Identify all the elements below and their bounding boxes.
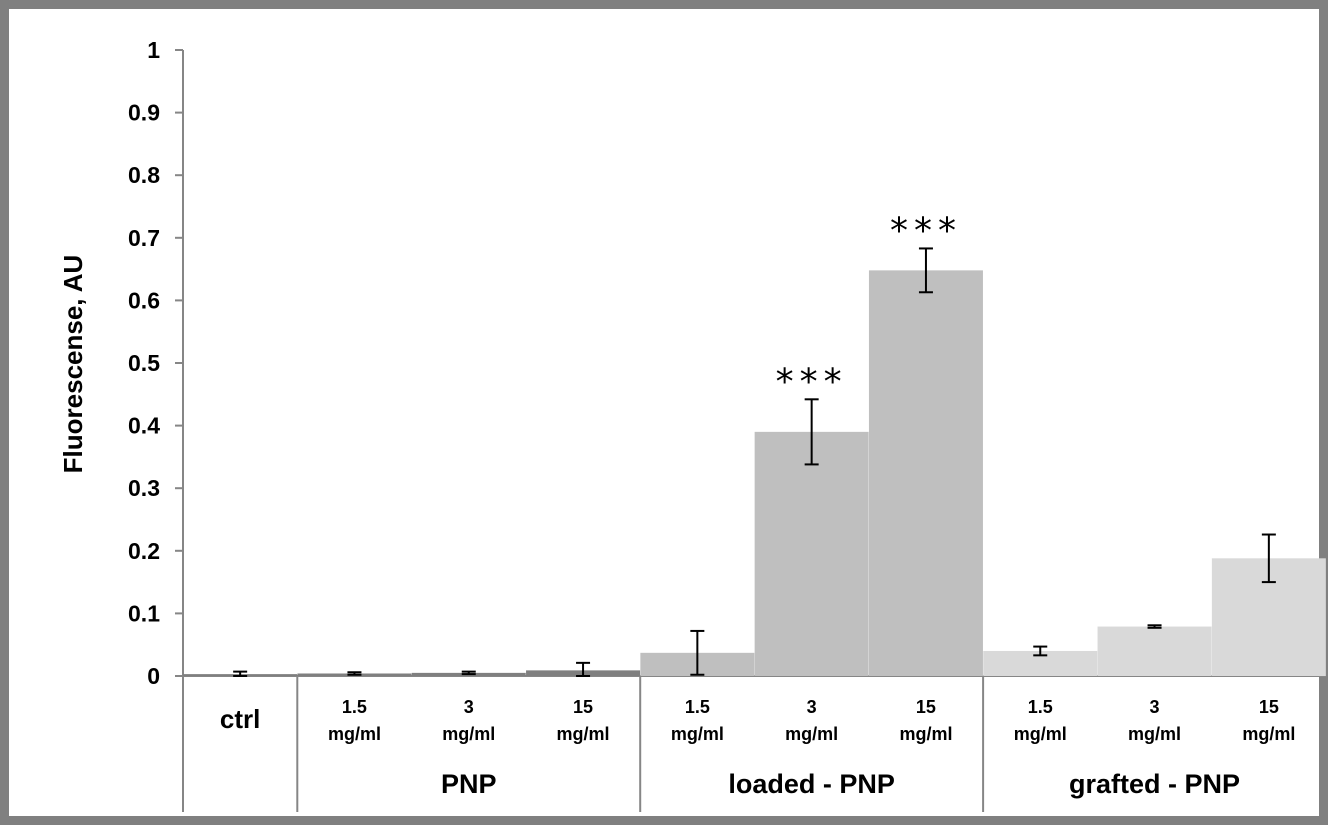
- category-unit-label: mg/ml: [671, 724, 724, 744]
- y-tick-label: 0.6: [128, 287, 160, 313]
- y-tick-label: 0.9: [128, 100, 160, 126]
- y-tick-label: 0.5: [128, 350, 160, 376]
- category-label: 3: [1150, 697, 1160, 717]
- y-axis-label: Fluorescense, AU: [58, 255, 88, 474]
- category-label: 1.5: [1028, 697, 1053, 717]
- group-label: PNP: [441, 769, 497, 799]
- category-label: 1.5: [342, 697, 367, 717]
- category-unit-label: mg/ml: [328, 724, 381, 744]
- category-unit-label: mg/ml: [442, 724, 495, 744]
- y-tick-label: 0.7: [128, 225, 160, 251]
- y-tick-labels: 0 0.1 0.2 0.3 0.4 0.5 0.6 0.7 0.8 0.9 1: [128, 37, 160, 689]
- y-tick-label: 0.8: [128, 162, 160, 188]
- bar: [754, 431, 869, 676]
- group-label: loaded - PNP: [728, 769, 895, 799]
- category-label: ctrl: [220, 704, 260, 734]
- category-unit-label: mg/ml: [1128, 724, 1181, 744]
- y-tick-label: 1: [147, 37, 160, 63]
- bar: [1097, 626, 1212, 676]
- category-labels: ctrl 1.5 mg/ml 3 mg/ml 15 mg/ml 1.5 mg/ml 3 mg/ml 1…: [220, 697, 1295, 744]
- error-bars: [233, 247, 1276, 677]
- category-label: 15: [1259, 697, 1279, 717]
- category-unit-label: mg/ml: [1014, 724, 1067, 744]
- significance-label: ***: [890, 210, 962, 251]
- category-unit-label: mg/ml: [899, 724, 952, 744]
- category-label: 15: [916, 697, 936, 717]
- category-label: 15: [573, 697, 593, 717]
- significance-markers: *** ***: [776, 210, 962, 402]
- category-label: 1.5: [685, 697, 710, 717]
- category-label: 3: [464, 697, 474, 717]
- bar: [868, 270, 983, 676]
- category-unit-label: mg/ml: [785, 724, 838, 744]
- group-label: grafted - PNP: [1069, 769, 1240, 799]
- category-label: 3: [807, 697, 817, 717]
- y-tick-label: 0.4: [128, 413, 160, 439]
- group-labels: PNP loaded - PNP grafted - PNP: [441, 769, 1240, 799]
- y-tick-label: 0: [147, 663, 160, 689]
- y-tick-label: 0.1: [128, 600, 160, 626]
- category-unit-label: mg/ml: [557, 724, 610, 744]
- y-tick-label: 0.3: [128, 475, 160, 501]
- bars: [183, 270, 1326, 676]
- category-unit-label: mg/ml: [1242, 724, 1295, 744]
- y-tick-label: 0.2: [128, 538, 160, 564]
- significance-label: ***: [776, 361, 848, 402]
